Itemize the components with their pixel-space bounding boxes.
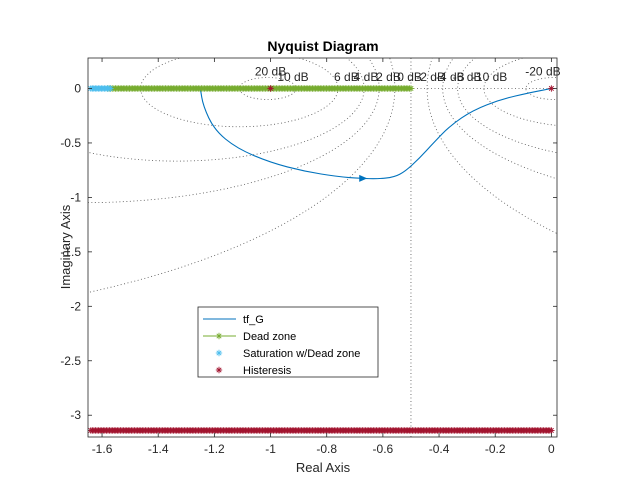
x-tick-label: -0.2 — [485, 442, 506, 456]
x-axis-label: Real Axis — [296, 460, 351, 475]
x-tick-label: -0.4 — [429, 442, 450, 456]
y-tick-label: -2 — [70, 299, 81, 313]
axes-box — [87, 57, 558, 438]
db-label-1: 10 dB — [277, 70, 308, 84]
marker — [107, 85, 114, 92]
db-label-7: -4 dB — [436, 70, 465, 84]
marker — [407, 85, 415, 92]
x-tick-label: -1.4 — [148, 442, 169, 456]
legend-marker-3 — [215, 366, 223, 374]
y-ticks: 0 -0.5 -1 -1.5 -2 -2.5 -3 — [60, 81, 557, 422]
legend-entry-0: tf_G — [243, 314, 264, 326]
db-label-8: -6 dB — [453, 70, 482, 84]
legend-marker-2 — [215, 349, 223, 357]
y-tick-label: 0 — [74, 81, 81, 95]
series-histeresis-markers — [88, 85, 555, 434]
db-label-10: -20 dB — [525, 64, 560, 78]
mcircle-0 — [238, 77, 297, 100]
series-saturation-w-dead-zone-markers — [88, 85, 114, 92]
y-tick-label: -2.5 — [60, 354, 81, 368]
db-label-3: 4 dB — [354, 70, 379, 84]
mcircle-9 — [525, 77, 557, 100]
x-tick-label: -1.6 — [92, 442, 113, 456]
x-tick-label: -0.6 — [373, 442, 394, 456]
series-tf-g-arrow — [359, 174, 368, 182]
series-dead-zone-markers — [104, 85, 415, 92]
db-label-5: 0 dB — [397, 70, 422, 84]
legend-marker-dead-zone — [215, 332, 223, 340]
legend-entry-2: Saturation w/Dead zone — [243, 348, 360, 360]
x-tick-label: -1.2 — [204, 442, 225, 456]
y-axis-label: Imaginary Axis — [58, 204, 73, 289]
chart-title: Nyquist Diagram — [267, 38, 378, 54]
axes-background — [88, 58, 557, 437]
series-layer — [88, 85, 555, 434]
x-tick-label: 0 — [548, 442, 555, 456]
legend-entry-3: Histeresis — [243, 365, 292, 377]
db-label-4: 2 dB — [376, 70, 401, 84]
legend: tf_G Dead zone Saturation w/Dead zone Histe… — [197, 306, 379, 378]
db-label-6: -2 dB — [416, 70, 445, 84]
marker — [548, 427, 555, 434]
db-label-9: -10 dB — [472, 70, 507, 84]
x-tick-label: -0.8 — [316, 442, 337, 456]
x-ticks: -1.6 -1.4 -1.2 -1 -0.8 -0.6 -0.4 -0.2 0 — [92, 58, 555, 456]
extra-marker-0 — [267, 85, 274, 92]
db-label-0: 20 dB — [255, 64, 286, 78]
legend-entry-1: Dead zone — [243, 331, 296, 343]
y-tick-label: -0.5 — [60, 136, 81, 150]
y-tick-label: -3 — [70, 408, 81, 422]
series-tf-g-line — [199, 87, 552, 180]
y-tick-label: -1 — [70, 190, 81, 204]
y-tick-label: -1.5 — [60, 245, 81, 259]
db-label-2: 6 dB — [334, 70, 359, 84]
mcircle-5 — [426, 58, 557, 234]
x-tick-label: -1 — [265, 442, 276, 456]
